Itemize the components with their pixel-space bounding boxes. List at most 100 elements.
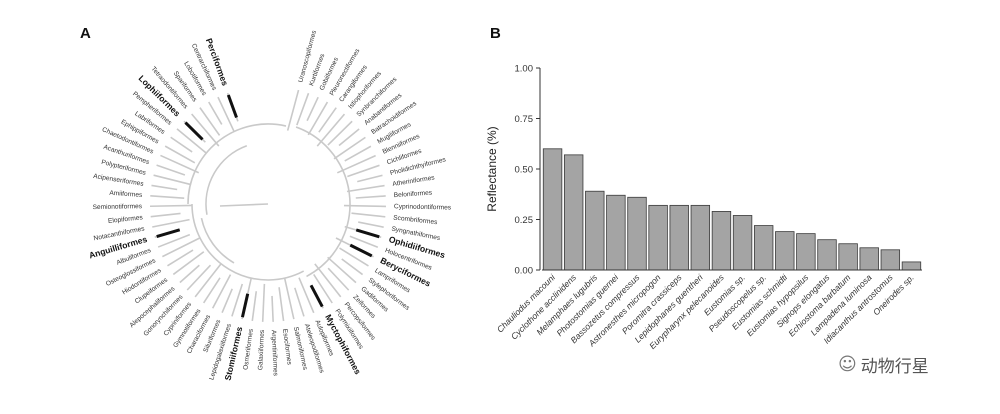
tree-branch xyxy=(318,107,337,133)
tree-branch xyxy=(298,277,315,314)
tree-branch xyxy=(151,184,178,191)
tree-branch xyxy=(278,287,285,322)
bar xyxy=(627,196,647,271)
tree-branches xyxy=(150,89,386,322)
tree-branch xyxy=(172,251,205,276)
bar xyxy=(732,215,753,271)
bar xyxy=(775,231,795,271)
tree-backbone-arc xyxy=(187,123,287,205)
tree-branch xyxy=(294,287,305,317)
tree-branch xyxy=(339,247,369,267)
panel-b-letter: B xyxy=(490,25,501,42)
order-label: Semionotiformes xyxy=(92,203,142,211)
panel-a-letter: A xyxy=(80,25,91,42)
bar xyxy=(669,204,689,271)
order-label: Argentiniformes xyxy=(270,330,279,377)
order-label: Amiiformes xyxy=(109,190,143,199)
bar xyxy=(880,249,901,271)
bar xyxy=(817,239,837,271)
tree-branch xyxy=(271,295,274,322)
bar xyxy=(711,211,732,271)
tree-branch xyxy=(316,113,346,147)
tree-branch xyxy=(344,145,372,162)
y-axis-label: Reflectance (%) xyxy=(485,126,499,211)
tree-branch xyxy=(333,136,366,160)
tree-branch xyxy=(191,113,220,147)
watermark: ☺ 动物行星 xyxy=(838,352,929,377)
bars xyxy=(542,148,922,271)
wechat-icon: ☺ xyxy=(838,354,857,375)
tree-branch xyxy=(314,263,342,298)
tree-branch xyxy=(306,96,319,122)
order-label: Atheriniformes xyxy=(392,174,436,188)
bar xyxy=(648,204,668,271)
y-axis: 0.00 0.25 0.50 0.75 1.00 xyxy=(515,64,541,277)
tree-branch xyxy=(208,101,223,125)
tree-backbone-arc xyxy=(200,217,235,264)
panel-a-phylogeny: A Uranoscopiformes Kurtiformes Gobiiformes… xyxy=(0,0,470,409)
y-tick-label: 1.00 xyxy=(515,64,534,75)
y-tick-label: 0.50 xyxy=(515,165,534,176)
highlight-bar xyxy=(240,293,250,318)
order-label: Elopiformes xyxy=(108,214,144,225)
tree-branch xyxy=(150,212,181,218)
tree-branch xyxy=(358,221,384,228)
order-label: Osmeriformes xyxy=(242,328,255,371)
tree-branch xyxy=(327,256,357,284)
bar xyxy=(753,225,774,271)
tree-branch xyxy=(251,291,258,322)
tree-branch xyxy=(179,264,200,284)
bar xyxy=(901,261,922,271)
highlight-bars xyxy=(156,94,380,318)
tree-branch xyxy=(261,283,266,322)
tree-branch xyxy=(160,154,200,174)
order-label: Cyprinodontiformes xyxy=(394,203,452,211)
bar xyxy=(690,204,711,271)
tree-backbone-arc xyxy=(205,144,248,215)
tree-branch xyxy=(167,249,194,267)
order-label: Esociformes xyxy=(281,328,293,366)
tree-branch xyxy=(327,267,350,291)
tree-branch xyxy=(357,174,383,183)
bar xyxy=(542,148,563,271)
tree-backbone-arc xyxy=(191,203,305,281)
tree-branch xyxy=(162,237,201,258)
tree-branch xyxy=(211,274,232,309)
bar xyxy=(606,194,626,271)
tree-branch xyxy=(346,184,385,193)
bar xyxy=(563,154,584,271)
bar xyxy=(796,233,816,271)
watermark-text: 动物行星 xyxy=(860,357,929,377)
panel-b-reflectance-chart: B Reflectance (%) 0.00 0.25 0.50 0.75 1.00 C… xyxy=(470,0,1000,409)
tree-branch xyxy=(164,145,196,164)
tree-branch xyxy=(336,154,376,174)
highlight-bar xyxy=(349,243,373,258)
tree-branch xyxy=(202,277,221,304)
tree-branch xyxy=(355,195,386,199)
tree-branch xyxy=(231,283,244,317)
tree-branch xyxy=(286,89,300,131)
highlight-bar xyxy=(184,121,204,141)
tree-branch xyxy=(156,164,186,176)
tree-branch xyxy=(307,101,329,136)
tree-branch xyxy=(150,195,185,199)
tree-branch xyxy=(186,264,212,291)
tree-branch xyxy=(296,92,310,126)
tree-branch xyxy=(338,128,360,147)
y-tick-label: 0.25 xyxy=(515,215,534,226)
tree-branch xyxy=(194,263,222,298)
reflectance-bar-chart: B Reflectance (%) 0.00 0.25 0.50 0.75 1.00 C… xyxy=(485,25,922,351)
tree-branch xyxy=(217,96,235,132)
tree-branch xyxy=(152,218,190,228)
highlight-bar xyxy=(309,284,324,308)
order-label: Acipenseriformes xyxy=(93,173,145,188)
tree-branch xyxy=(283,277,295,320)
tree-branch xyxy=(347,164,380,178)
bar xyxy=(585,190,605,271)
tree-branch xyxy=(150,204,193,208)
highlight-bar xyxy=(355,228,380,239)
tree-root xyxy=(219,203,269,207)
tree-branch xyxy=(313,274,333,304)
highlight-bar xyxy=(156,228,181,239)
